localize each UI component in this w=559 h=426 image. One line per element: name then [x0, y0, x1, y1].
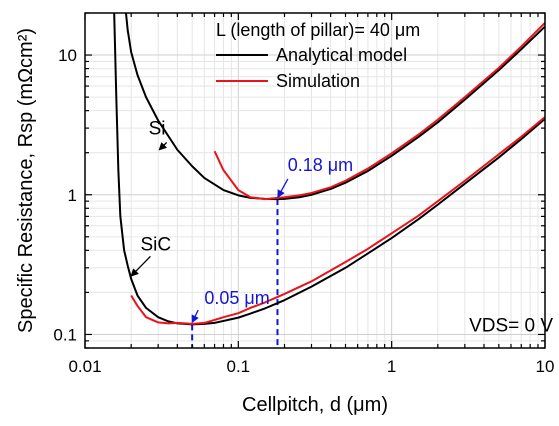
x-tick-label: 10 [536, 357, 555, 376]
annotation-sic: SiC [140, 234, 171, 255]
legend-header: L (length of pillar)= 40 μm [216, 20, 420, 40]
x-axis-title: Cellpitch, d (μm) [242, 394, 388, 416]
x-tick-label: 0.01 [68, 357, 101, 376]
x-tick-label: 0.1 [227, 357, 251, 376]
annotation-018: 0.18 μm [288, 155, 353, 175]
annotation-si: Si [149, 118, 166, 139]
y-tick-label: 10 [58, 46, 77, 65]
annotation-arrow-si [158, 141, 168, 151]
annotation-arrow-sic [130, 255, 151, 277]
annotation-arrow-005 [191, 309, 199, 324]
plot-frame [84, 12, 546, 349]
y-tick-label: 1 [68, 186, 77, 205]
axis-ticks [84, 12, 546, 349]
annotation-arrow-018 [277, 178, 289, 199]
series-line-sic-analytical [113, 13, 545, 326]
x-tick-label: 1 [387, 357, 396, 376]
grid-lines [84, 12, 546, 349]
legend-entry-label: Simulation [276, 71, 360, 91]
annotation-005: 0.05 μm [204, 288, 269, 308]
series-line-sic-simulation [130, 116, 545, 325]
y-axis-title: Specific Resistance, Rsp (mΩcm²) [15, 28, 37, 333]
series-line-si-analytical [124, 13, 545, 201]
legend-entry-label: Analytical model [276, 45, 407, 65]
legend: L (length of pillar)= 40 μm Analytical mo… [216, 20, 420, 91]
y-tick-label: 0.1 [53, 325, 77, 344]
series-line-si-simulation [213, 22, 545, 201]
series-group [113, 13, 545, 326]
annotation-vds: VDS= 0 V [469, 316, 553, 337]
